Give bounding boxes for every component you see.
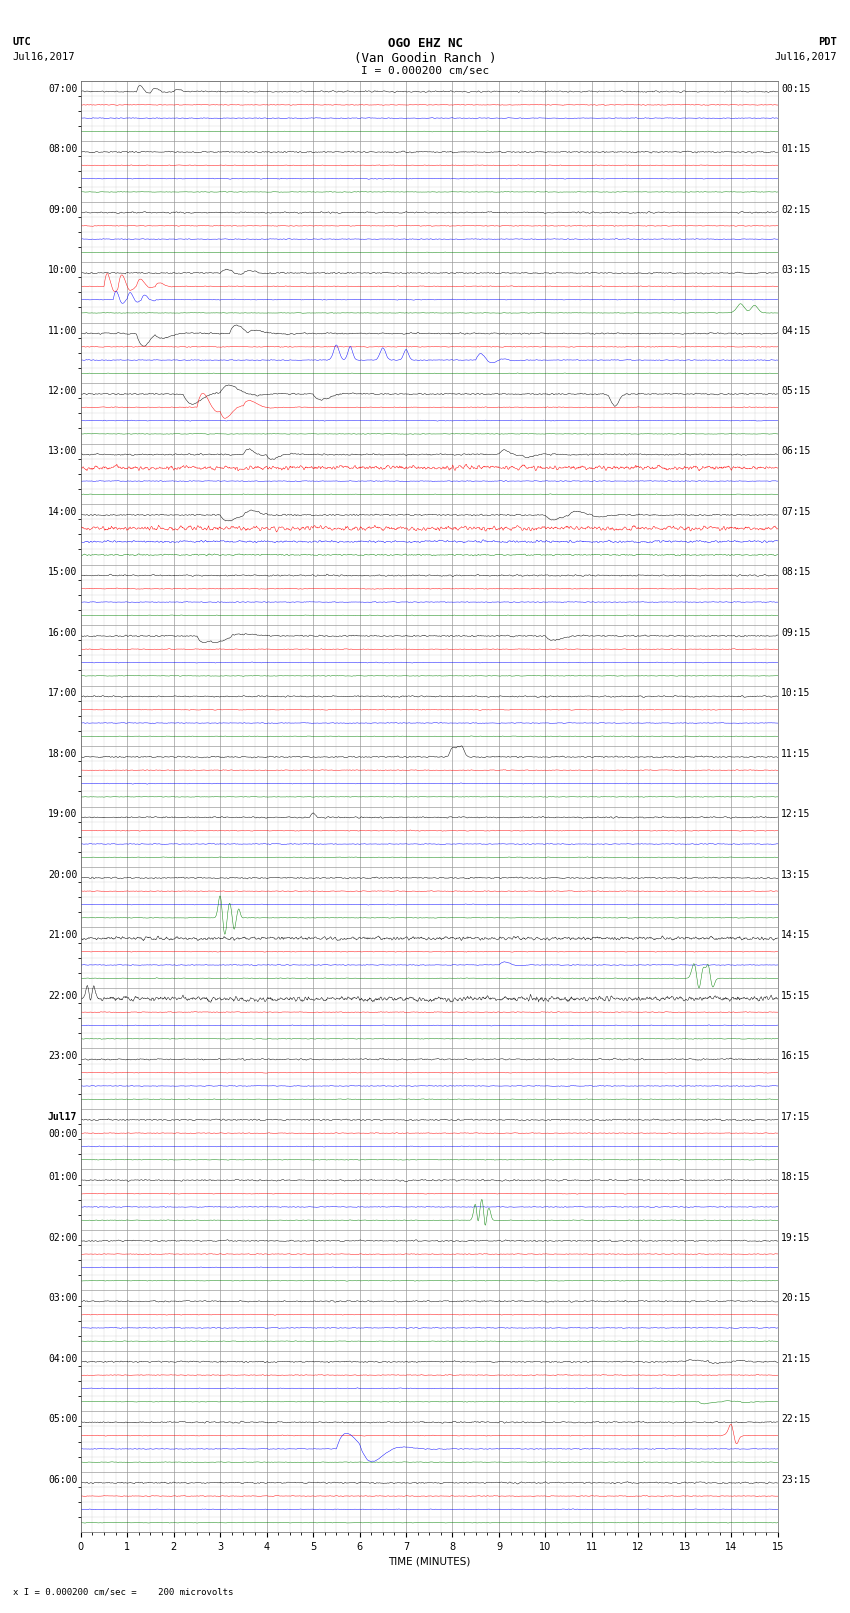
Text: UTC: UTC (13, 37, 31, 47)
Text: 04:15: 04:15 (781, 326, 811, 336)
Text: 17:15: 17:15 (781, 1111, 811, 1121)
Text: 06:00: 06:00 (48, 1474, 77, 1484)
Text: 05:15: 05:15 (781, 386, 811, 395)
Text: 10:15: 10:15 (781, 689, 811, 698)
Text: 09:15: 09:15 (781, 627, 811, 637)
Text: 11:15: 11:15 (781, 748, 811, 758)
Text: 23:00: 23:00 (48, 1052, 77, 1061)
Text: 11:00: 11:00 (48, 326, 77, 336)
Text: OGO EHZ NC: OGO EHZ NC (388, 37, 462, 50)
Text: Jul17: Jul17 (48, 1111, 77, 1121)
Text: 00:15: 00:15 (781, 84, 811, 94)
Text: PDT: PDT (819, 37, 837, 47)
Text: 20:15: 20:15 (781, 1294, 811, 1303)
Text: 14:15: 14:15 (781, 931, 811, 940)
Text: 15:00: 15:00 (48, 568, 77, 577)
Text: 13:15: 13:15 (781, 869, 811, 879)
Text: 19:15: 19:15 (781, 1232, 811, 1242)
Text: 04:00: 04:00 (48, 1353, 77, 1363)
Text: 10:00: 10:00 (48, 265, 77, 274)
Text: I = 0.000200 cm/sec: I = 0.000200 cm/sec (361, 66, 489, 76)
Text: 16:00: 16:00 (48, 627, 77, 637)
Text: 20:00: 20:00 (48, 869, 77, 879)
Text: 03:15: 03:15 (781, 265, 811, 274)
Text: 18:15: 18:15 (781, 1173, 811, 1182)
Text: 00:00: 00:00 (48, 1129, 77, 1139)
Text: 09:00: 09:00 (48, 205, 77, 215)
Text: Jul16,2017: Jul16,2017 (13, 52, 76, 61)
Text: 06:15: 06:15 (781, 447, 811, 456)
Text: 21:00: 21:00 (48, 931, 77, 940)
Text: 12:15: 12:15 (781, 810, 811, 819)
Text: 16:15: 16:15 (781, 1052, 811, 1061)
Text: 19:00: 19:00 (48, 810, 77, 819)
Text: 08:15: 08:15 (781, 568, 811, 577)
Text: 03:00: 03:00 (48, 1294, 77, 1303)
Text: 01:15: 01:15 (781, 144, 811, 153)
Text: 05:00: 05:00 (48, 1415, 77, 1424)
Text: 08:00: 08:00 (48, 144, 77, 153)
Text: 21:15: 21:15 (781, 1353, 811, 1363)
Text: 18:00: 18:00 (48, 748, 77, 758)
Text: Jul16,2017: Jul16,2017 (774, 52, 837, 61)
Text: 15:15: 15:15 (781, 990, 811, 1000)
Text: 02:15: 02:15 (781, 205, 811, 215)
X-axis label: TIME (MINUTES): TIME (MINUTES) (388, 1557, 470, 1566)
Text: 23:15: 23:15 (781, 1474, 811, 1484)
Text: x I = 0.000200 cm/sec =    200 microvolts: x I = 0.000200 cm/sec = 200 microvolts (13, 1587, 233, 1597)
Text: 13:00: 13:00 (48, 447, 77, 456)
Text: 14:00: 14:00 (48, 506, 77, 516)
Text: 07:00: 07:00 (48, 84, 77, 94)
Text: 22:00: 22:00 (48, 990, 77, 1000)
Text: 22:15: 22:15 (781, 1415, 811, 1424)
Text: 01:00: 01:00 (48, 1173, 77, 1182)
Text: 02:00: 02:00 (48, 1232, 77, 1242)
Text: 17:00: 17:00 (48, 689, 77, 698)
Text: 07:15: 07:15 (781, 506, 811, 516)
Text: (Van Goodin Ranch ): (Van Goodin Ranch ) (354, 52, 496, 65)
Text: 12:00: 12:00 (48, 386, 77, 395)
